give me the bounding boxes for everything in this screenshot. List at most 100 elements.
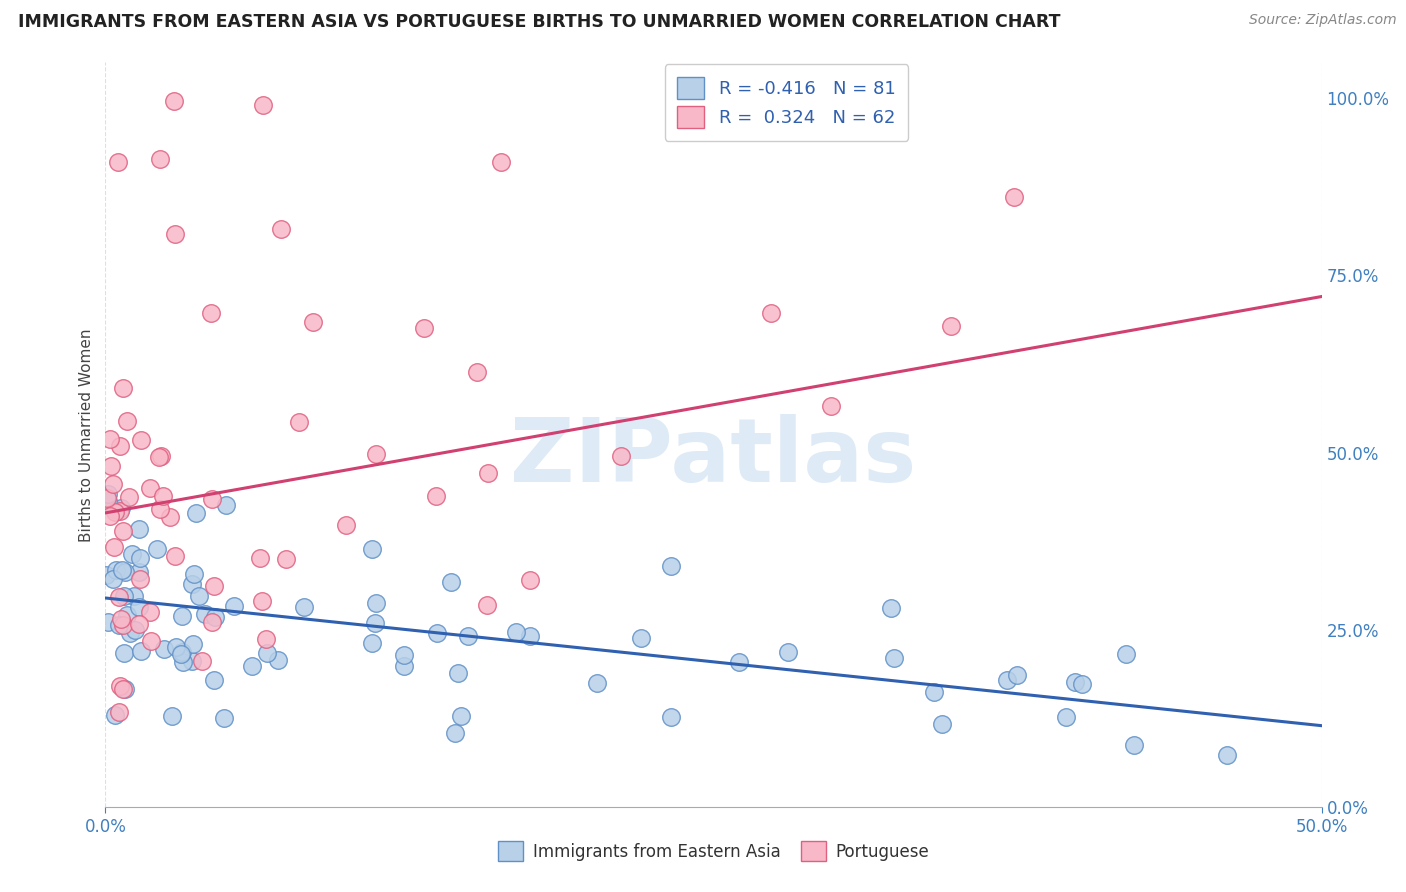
Point: [413, 321, 436, 335]
Point: [163, 94, 186, 108]
Point: [112, 646, 135, 660]
Point: [477, 466, 499, 480]
Point: [128, 566, 150, 580]
Point: [160, 708, 183, 723]
Point: [149, 501, 172, 516]
Point: [361, 635, 384, 649]
Point: [200, 306, 222, 320]
Point: [183, 566, 205, 581]
Text: Source: ZipAtlas.com: Source: ZipAtlas.com: [1249, 13, 1396, 28]
Point: [586, 676, 609, 690]
Point: [103, 541, 125, 555]
Point: [104, 708, 127, 723]
Point: [96, 491, 118, 506]
Point: [139, 481, 162, 495]
Point: [114, 566, 136, 580]
Point: [931, 716, 953, 731]
Point: [222, 599, 245, 614]
Point: [124, 624, 146, 638]
Point: [111, 682, 134, 697]
Point: [995, 673, 1018, 687]
Point: [184, 506, 207, 520]
Point: [128, 522, 150, 536]
Point: [165, 640, 187, 654]
Point: [191, 654, 214, 668]
Point: [659, 558, 682, 573]
Point: [104, 505, 127, 519]
Point: [270, 221, 292, 235]
Point: [505, 625, 527, 640]
Point: [443, 726, 465, 740]
Point: [114, 681, 136, 696]
Point: [159, 509, 181, 524]
Text: ZIPatlas: ZIPatlas: [510, 414, 917, 500]
Point: [111, 524, 134, 538]
Point: [1115, 648, 1137, 662]
Legend: Immigrants from Eastern Asia, Portuguese: Immigrants from Eastern Asia, Portuguese: [489, 833, 938, 870]
Point: [610, 449, 633, 463]
Point: [107, 706, 129, 720]
Point: [477, 599, 499, 613]
Point: [465, 365, 488, 379]
Point: [202, 673, 225, 688]
Point: [170, 609, 193, 624]
Point: [440, 575, 463, 590]
Point: [101, 477, 124, 491]
Point: [240, 658, 263, 673]
Point: [169, 648, 191, 662]
Point: [1002, 190, 1025, 204]
Point: [96, 568, 118, 582]
Point: [128, 572, 150, 586]
Point: [288, 415, 311, 429]
Point: [202, 579, 225, 593]
Point: [941, 318, 963, 333]
Point: [215, 499, 238, 513]
Point: [139, 634, 162, 648]
Point: [165, 549, 187, 563]
Point: [366, 447, 388, 461]
Point: [181, 637, 204, 651]
Point: [1071, 677, 1094, 691]
Point: [100, 432, 122, 446]
Point: [117, 607, 139, 622]
Point: [363, 615, 385, 630]
Point: [200, 615, 222, 630]
Point: [149, 152, 172, 166]
Point: [883, 651, 905, 665]
Point: [129, 644, 152, 658]
Point: [139, 605, 162, 619]
Point: [115, 414, 138, 428]
Point: [727, 655, 749, 669]
Point: [172, 645, 194, 659]
Point: [110, 612, 132, 626]
Point: [128, 600, 150, 615]
Point: [104, 564, 127, 578]
Point: [880, 600, 903, 615]
Point: [180, 576, 202, 591]
Point: [121, 547, 143, 561]
Point: [97, 615, 120, 629]
Point: [922, 685, 945, 699]
Point: [98, 508, 121, 523]
Point: [163, 227, 186, 241]
Point: [364, 596, 387, 610]
Point: [392, 659, 415, 673]
Point: [256, 646, 278, 660]
Point: [659, 710, 682, 724]
Point: [759, 306, 782, 320]
Point: [149, 450, 172, 464]
Text: IMMIGRANTS FROM EASTERN ASIA VS PORTUGUESE BIRTHS TO UNMARRIED WOMEN CORRELATION: IMMIGRANTS FROM EASTERN ASIA VS PORTUGUE…: [18, 13, 1060, 31]
Point: [630, 631, 652, 645]
Point: [97, 493, 120, 508]
Point: [181, 654, 204, 668]
Point: [519, 573, 541, 587]
Point: [148, 450, 170, 464]
Point: [778, 645, 800, 659]
Point: [108, 590, 131, 604]
Point: [103, 502, 125, 516]
Point: [254, 632, 277, 646]
Point: [302, 315, 325, 329]
Point: [145, 541, 167, 556]
Point: [425, 489, 447, 503]
Point: [820, 399, 842, 413]
